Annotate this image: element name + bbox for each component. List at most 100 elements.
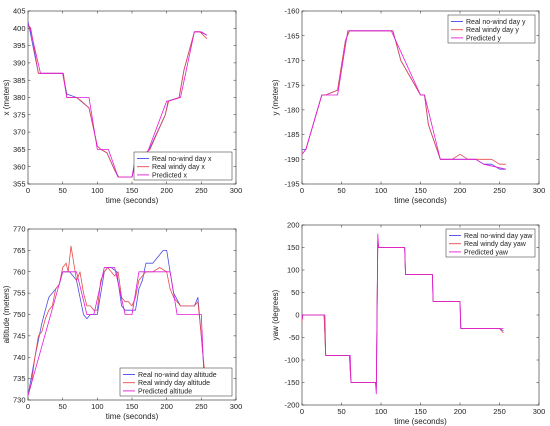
x-tick-label: 200	[454, 186, 467, 195]
y-tick-label: -200	[284, 401, 299, 410]
y-tick-label: 735	[13, 374, 26, 383]
subplot-3: 0 50 100 150 200 250 300 730 735 740 745 750 755 760 7…	[2, 225, 242, 421]
x-tick-label: 150	[414, 407, 427, 416]
x-tick-label: 250	[493, 407, 506, 416]
x-tick-label: 300	[533, 186, 546, 195]
legend-entry: Real windy day x	[152, 164, 205, 171]
x-tick-label: 0	[300, 186, 304, 195]
y-tick-label: 360	[13, 162, 26, 171]
y-tick-label: 760	[13, 267, 26, 276]
x-tick-label: 200	[454, 407, 467, 416]
x-tick-label: 0	[26, 186, 30, 195]
y-tick-label: 390	[13, 59, 26, 68]
y-tick-label: 770	[13, 225, 26, 234]
series-line-1	[302, 30, 506, 170]
x-tick-label: 250	[493, 186, 506, 195]
y-tick-label: -170	[284, 56, 299, 65]
legend-entry: Predicted altitude	[138, 388, 192, 395]
series-line-3	[302, 30, 506, 170]
x-axis-label: time (seconds)	[394, 196, 447, 205]
subplot-2: 0 50 100 150 200 250 300 -195 -190 -185 -180 -175 -1…	[271, 7, 545, 205]
y-tick-label: 405	[13, 7, 26, 16]
y-tick-label: -100	[284, 356, 299, 365]
x-tick-label: 100	[375, 407, 388, 416]
x-axis-label: time (seconds)	[394, 417, 447, 426]
subplot-4: 0 50 100 150 200 250 300 -200 -150 -100 -50 0 50 100 1…	[271, 221, 545, 426]
y-tick-label: 370	[13, 128, 26, 137]
y-tick-label: 380	[13, 93, 26, 102]
y-tick-label: -160	[284, 7, 299, 16]
x-axis-label: time (seconds)	[106, 412, 159, 421]
x-tick-label: 0	[300, 407, 304, 416]
series-group	[302, 233, 504, 395]
series-line-3	[302, 233, 504, 395]
x-tick-label: 300	[230, 186, 243, 195]
legend-box	[119, 367, 233, 397]
legend-entry: Real no-wind day yaw	[464, 233, 533, 240]
y-tick-label: 395	[13, 41, 26, 50]
y-tick-label: 355	[13, 180, 26, 189]
y-tick-label: 750	[13, 310, 26, 319]
y-tick-label: 50	[291, 288, 299, 297]
x-axis-label: time (seconds)	[106, 196, 159, 205]
legend-entry: Predicted yaw	[464, 249, 509, 256]
y-tick-label: 0	[295, 311, 299, 320]
series-group	[302, 30, 506, 170]
y-tick-label: 740	[13, 353, 26, 362]
y-tick-label: 745	[13, 331, 26, 340]
x-tick-label: 250	[195, 402, 208, 411]
x-tick-label: 200	[160, 186, 173, 195]
y-tick-label: 100	[287, 266, 300, 275]
x-tick-label: 300	[230, 402, 243, 411]
x-tick-label: 50	[337, 186, 345, 195]
x-tick-label: 100	[91, 186, 104, 195]
y-tick-label: -150	[284, 378, 299, 387]
y-tick-label: -180	[284, 105, 299, 114]
y-tick-label: 730	[13, 396, 26, 405]
y-axis-label: y (meters)	[271, 79, 280, 115]
legend-entry: Real no-wind day x	[152, 156, 212, 163]
x-tick-label: 50	[58, 402, 66, 411]
x-tick-label: 50	[337, 407, 345, 416]
legend-box	[133, 151, 233, 181]
legend-entry: Real windy day y	[466, 27, 519, 34]
y-tick-label: 150	[287, 243, 300, 252]
series-line-1	[302, 242, 504, 388]
y-tick-label: 200	[287, 221, 300, 230]
x-tick-label: 100	[375, 186, 388, 195]
legend-entry: Real no-wind day altitude	[138, 372, 217, 379]
y-tick-label: -190	[284, 155, 299, 164]
y-tick-label: -175	[284, 81, 299, 90]
legend-entry: Real windy day yaw	[464, 241, 527, 248]
series-line-2	[302, 240, 504, 390]
x-tick-label: 150	[126, 402, 139, 411]
legend-entry: Real no-wind day y	[466, 19, 526, 26]
series-group	[28, 21, 208, 178]
y-tick-label: 765	[13, 246, 26, 255]
y-tick-label: -165	[284, 31, 299, 40]
subplot-1: 0 50 100 150 200 250 300 355 360 365 370 375 380 385 3…	[2, 7, 242, 205]
y-tick-label: -185	[284, 130, 299, 139]
x-tick-label: 150	[126, 186, 139, 195]
y-tick-label: 375	[13, 110, 26, 119]
y-tick-label: -195	[284, 180, 299, 189]
x-tick-label: 0	[26, 402, 30, 411]
series-group	[28, 245, 206, 396]
y-axis-label: altitude (meters)	[2, 285, 11, 343]
legend-entry: Predicted x	[152, 172, 188, 179]
legend-entry: Predicted y	[466, 35, 502, 42]
y-tick-label: 400	[13, 24, 26, 33]
series-line-2	[302, 30, 506, 165]
series-line-2	[28, 245, 206, 396]
legend-entry: Real windy day altitude	[138, 380, 210, 387]
y-axis-label: x (meters)	[2, 79, 11, 115]
x-tick-label: 300	[533, 407, 546, 416]
series-line-3	[28, 267, 206, 396]
x-tick-label: 150	[414, 186, 427, 195]
x-tick-label: 50	[58, 186, 66, 195]
